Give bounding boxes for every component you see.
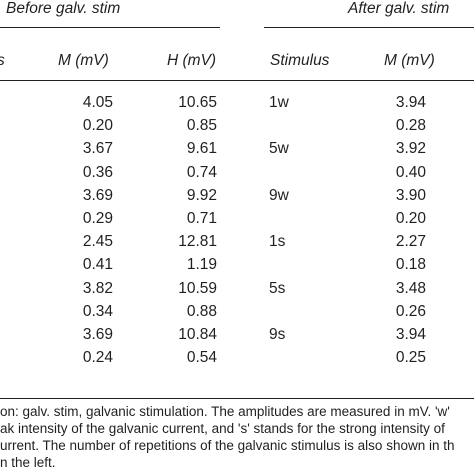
cell-h-before: 9.61 xyxy=(186,140,217,158)
cell-m-before: 0.20 xyxy=(82,117,113,135)
cell-h-before: 10.59 xyxy=(178,279,217,297)
cell-h-before: 0.54 xyxy=(186,349,217,367)
col-header-m-after: M (mV) xyxy=(384,52,435,69)
cell-m-after: 3.92 xyxy=(395,140,426,158)
col-header-h-before: H (mV) xyxy=(167,52,217,69)
cell-h-before: 9.92 xyxy=(186,186,217,204)
after-group-rule xyxy=(264,27,474,28)
footnote-line-2: ak intensity of the galvanic current, an… xyxy=(0,421,445,436)
cell-m-after: 0.28 xyxy=(395,117,426,135)
cell-stimulus: 1s xyxy=(269,233,286,251)
cell-m-after: 0.18 xyxy=(395,256,426,274)
header-bottom-rule xyxy=(0,80,474,81)
cell-h-before: 12.81 xyxy=(178,233,217,251)
table-bottom-rule xyxy=(0,398,474,399)
footnote-line-1: on: galv. stim, galvanic stimulation. Th… xyxy=(0,404,450,419)
before-group-rule xyxy=(0,27,220,28)
cell-m-before: 0.34 xyxy=(82,302,113,320)
cell-m-after: 0.26 xyxy=(395,302,426,320)
cell-stimulus: 9s xyxy=(269,326,286,343)
cell-h-before: 10.65 xyxy=(178,94,217,111)
cell-m-after: 2.27 xyxy=(395,233,426,251)
cell-m-before: 3.67 xyxy=(82,140,113,158)
cell-m-after: 3.48 xyxy=(395,279,426,297)
cell-h-before: 0.85 xyxy=(186,117,217,135)
footnote-line-3: urrent. The number of repetitions of the… xyxy=(0,438,455,453)
cell-m-after: 3.90 xyxy=(395,186,426,204)
cell-h-before: 0.71 xyxy=(186,210,217,227)
cell-m-after: 0.20 xyxy=(395,210,426,227)
after-group-header: After galv. stim xyxy=(348,0,450,17)
cell-m-after: 3.94 xyxy=(395,326,426,343)
cell-h-before: 1.19 xyxy=(186,256,217,274)
before-group-header: Before galv. stim xyxy=(6,0,121,17)
cell-m-after: 3.94 xyxy=(395,94,426,111)
footnote-line-4: n the left. xyxy=(0,455,56,470)
cell-m-before: 0.41 xyxy=(82,256,113,274)
cell-stimulus: 5w xyxy=(269,140,289,158)
cell-h-before: 10.84 xyxy=(178,326,217,343)
col-header-m-before: M (mV) xyxy=(58,52,109,69)
cell-stimulus: 9w xyxy=(269,186,289,204)
cell-m-before: 0.36 xyxy=(82,163,113,181)
cell-stimulus: 5s xyxy=(269,279,286,297)
cell-m-before: 2.45 xyxy=(82,233,113,251)
cell-m-before: 0.24 xyxy=(82,349,113,367)
cell-m-after: 0.25 xyxy=(395,349,426,367)
cell-m-before: 3.69 xyxy=(82,186,113,204)
cell-stimulus: 1w xyxy=(269,94,289,111)
cell-m-after: 0.40 xyxy=(395,163,426,181)
col-header-stimulus: Stimulus xyxy=(270,52,330,69)
cell-m-before: 4.05 xyxy=(82,94,113,111)
cell-h-before: 0.74 xyxy=(186,163,217,181)
cell-m-before: 3.69 xyxy=(82,326,113,343)
cell-m-before: 0.29 xyxy=(82,210,113,227)
cell-h-before: 0.88 xyxy=(186,302,217,320)
first-col-header-fragment: s xyxy=(0,52,5,70)
cell-m-before: 3.82 xyxy=(82,279,113,297)
